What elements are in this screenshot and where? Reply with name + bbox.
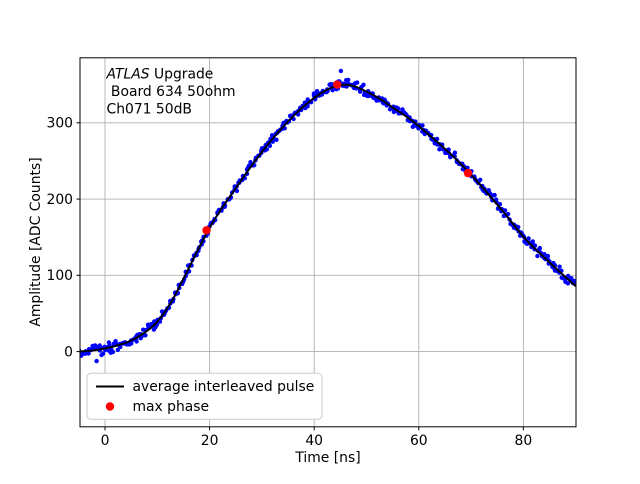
grid-lines-group <box>80 57 576 427</box>
max-phase-point <box>333 80 342 89</box>
x-tick-label: 60 <box>410 433 428 449</box>
scatter-point <box>545 253 551 259</box>
scatter-point <box>437 147 442 152</box>
scatter-point <box>478 177 483 182</box>
data-layer <box>80 68 576 364</box>
plot-frame <box>79 57 577 428</box>
scatter-point <box>452 150 458 155</box>
scatter-point <box>100 351 106 356</box>
average-pulse-line <box>80 83 576 353</box>
x-tick-label: 80 <box>515 433 533 449</box>
annotation-upgrade: Upgrade <box>150 67 214 83</box>
scatter-point <box>361 82 366 88</box>
scatter-point <box>420 123 425 128</box>
x-tick-label: 0 <box>101 433 110 449</box>
scatter-point <box>314 89 320 94</box>
legend-label-average: average interleaved pulse <box>133 379 315 395</box>
scatter-point <box>572 278 576 284</box>
annotation-line-2: Board 634 50ohm <box>107 84 236 100</box>
legend-label-max-phase: max phase <box>133 399 210 415</box>
x-tick-label: 40 <box>305 433 323 449</box>
scatter-point <box>134 339 139 344</box>
scatter-outlier-point <box>94 358 99 364</box>
legend: average interleaved pulse max phase <box>86 372 323 420</box>
y-tick-label: 100 <box>46 268 73 284</box>
annotation-atlas-italic: ATLAS <box>106 67 150 83</box>
legend-box <box>86 372 323 420</box>
y-tick-label: 300 <box>46 116 73 132</box>
annotation-text: ATLAS Upgrade Board 634 50ohm Ch071 50dB <box>106 67 236 118</box>
scatter-point <box>526 236 531 241</box>
scatter-point <box>110 349 116 355</box>
scatter-point <box>115 347 121 352</box>
max-phase-point <box>202 226 211 235</box>
tick-labels-group: 0 20 40 60 80 0 100 200 300 <box>46 116 532 449</box>
max-phase-dots-group <box>202 80 473 235</box>
scatter-point <box>274 137 279 142</box>
annotation-line-3: Ch071 50dB <box>107 102 192 118</box>
y-tick-label: 200 <box>46 192 73 208</box>
scatter-point <box>565 281 571 286</box>
annotation-line-1: ATLAS Upgrade <box>106 67 214 83</box>
x-tick-label: 20 <box>201 433 219 449</box>
axis-ticks-group <box>76 122 524 431</box>
legend-max-phase-dot-sample <box>105 402 115 411</box>
scatter-point <box>530 239 535 244</box>
scatter-point <box>143 333 148 338</box>
y-axis-label: Amplitude [ADC Counts] <box>28 157 44 326</box>
scatter-point <box>354 80 360 85</box>
y-tick-label: 0 <box>64 344 73 360</box>
plot-background <box>80 57 576 427</box>
scatter-point <box>492 192 497 198</box>
max-phase-point <box>463 168 473 178</box>
scatter-point <box>565 273 571 279</box>
scatter-point <box>86 351 91 356</box>
scatter-point <box>557 264 562 269</box>
x-axis-label: Time [ns] <box>294 450 360 466</box>
scatter-point <box>346 77 351 83</box>
scatter-point <box>535 253 540 259</box>
scatter-outlier-point <box>338 68 344 74</box>
